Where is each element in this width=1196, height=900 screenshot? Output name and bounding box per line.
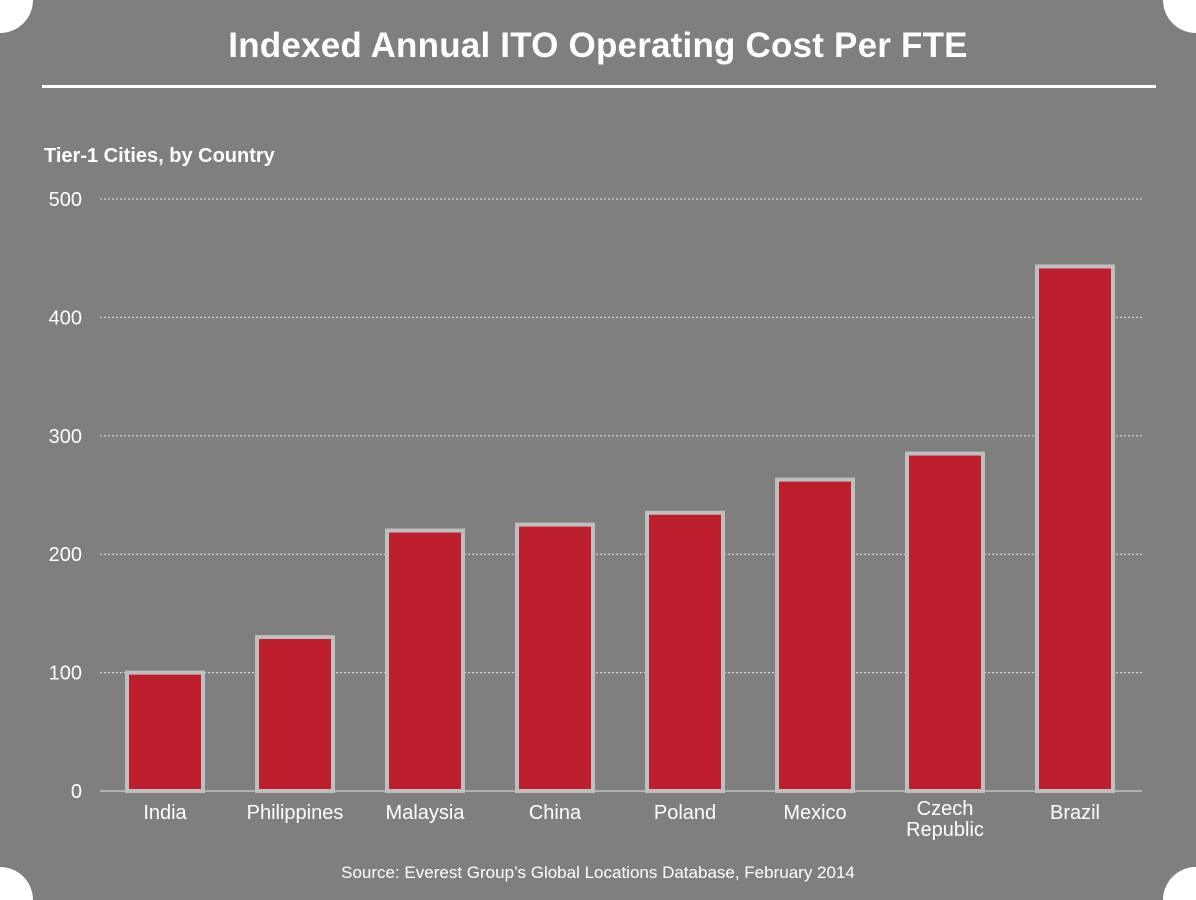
category-label-line: China [529, 802, 582, 824]
bar-malaysia [385, 528, 465, 794]
category-label-line: Brazil [1050, 802, 1100, 824]
category-label: Malaysia [386, 802, 466, 824]
category-label-line: Philippines [247, 802, 344, 824]
bar-india [125, 670, 205, 793]
title-underline [42, 85, 1156, 88]
x-axis-category-labels: India Philippines Malaysia China Poland Mexic… [143, 798, 1100, 841]
y-axis-tick-labels: 0 100 200 300 400 500 [49, 189, 82, 803]
category-label-line: Czech [917, 798, 974, 820]
category-label: Philippines [247, 802, 344, 824]
chart-subtitle: Tier-1 Cities, by Country [44, 145, 275, 167]
category-label-line: Republic [906, 819, 984, 841]
category-label-line: India [143, 802, 187, 824]
category-label-line: Poland [654, 802, 716, 824]
category-label: Czech Republic [906, 798, 984, 841]
y-tick-label: 200 [49, 544, 82, 566]
category-label: Brazil [1050, 802, 1100, 824]
category-label: Poland [654, 802, 716, 824]
category-label-line: Mexico [783, 802, 846, 824]
y-tick-label: 0 [71, 781, 82, 803]
bar-china [515, 522, 595, 793]
y-tick-label: 100 [49, 663, 82, 685]
chart-title: Indexed Annual ITO Operating Cost Per FT… [228, 26, 968, 65]
bar-philippines [255, 635, 335, 794]
bar-poland [645, 510, 725, 793]
source-note: Source: Everest Group’s Global Locations… [341, 863, 855, 882]
category-label-line: Malaysia [386, 802, 466, 824]
category-label: China [529, 802, 582, 824]
category-label: India [143, 802, 187, 824]
y-tick-label: 500 [49, 189, 82, 211]
bars [125, 264, 1115, 794]
y-tick-label: 300 [49, 426, 82, 448]
category-label: Mexico [783, 802, 846, 824]
bar-czech-republic [905, 451, 985, 793]
bar-mexico [775, 477, 855, 793]
bar-brazil [1035, 264, 1115, 794]
y-tick-label: 400 [49, 307, 82, 329]
